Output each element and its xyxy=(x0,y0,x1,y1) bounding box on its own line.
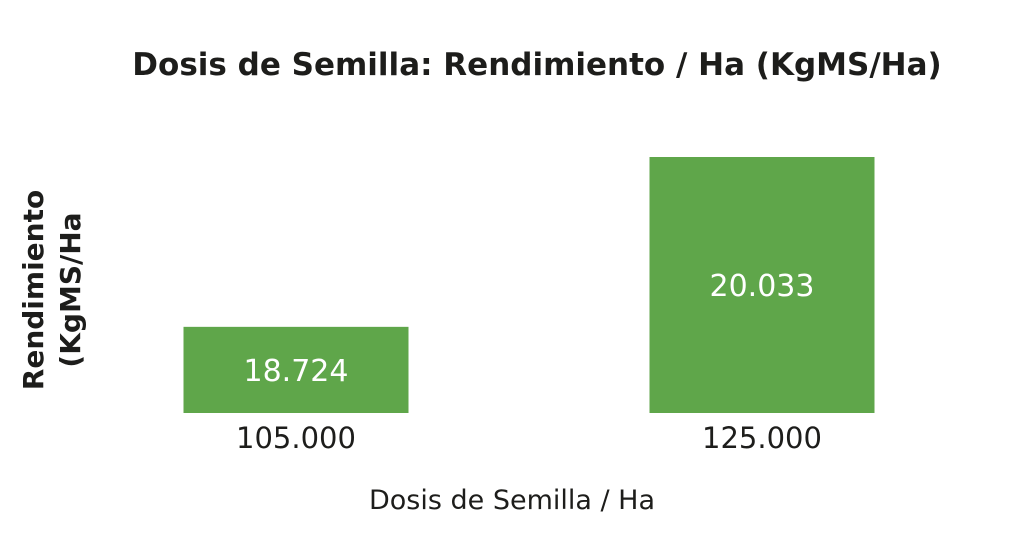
bars-layer: 18.724 105.000 20.033 125.000 xyxy=(183,157,875,455)
bar-value-label-1: 18.724 xyxy=(244,354,349,389)
bar-1 xyxy=(183,326,409,413)
x-tick-label-2: 125.000 xyxy=(702,421,822,455)
bar-value-label-2: 20.033 xyxy=(710,269,815,304)
x-tick-label-1: 105.000 xyxy=(236,421,356,455)
y-axis-label-line-1: Rendimiento xyxy=(17,190,50,390)
x-axis-label: Dosis de Semilla / Ha xyxy=(369,485,655,516)
y-axis-label: Rendimiento (KgMS/Ha xyxy=(17,190,87,390)
chart-title: Dosis de Semilla: Rendimiento / Ha (KgMS… xyxy=(132,47,941,83)
y-axis-label-line-2: (KgMS/Ha xyxy=(54,212,87,367)
bar-2 xyxy=(649,157,875,413)
